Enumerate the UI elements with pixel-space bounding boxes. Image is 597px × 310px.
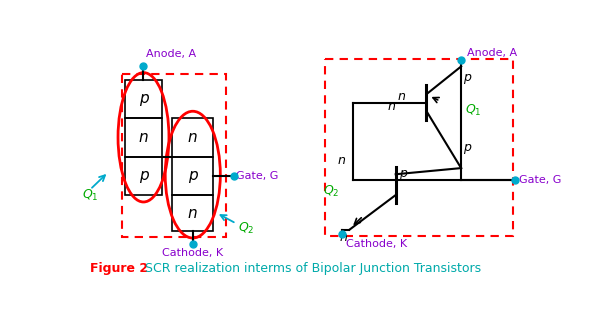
Text: Anode, A: Anode, A (467, 48, 518, 58)
Text: p: p (463, 71, 470, 84)
Text: p: p (188, 168, 198, 183)
Text: Gate, G: Gate, G (519, 175, 561, 185)
Text: Cathode, K: Cathode, K (346, 239, 407, 249)
Text: p: p (463, 141, 470, 154)
Text: n: n (188, 206, 198, 221)
Text: n: n (188, 130, 198, 145)
Text: Gate, G: Gate, G (236, 171, 279, 181)
Text: Cathode, K: Cathode, K (162, 248, 223, 258)
Text: n: n (339, 231, 347, 244)
Text: n: n (388, 100, 396, 113)
Text: p: p (139, 168, 148, 183)
Text: p: p (139, 91, 148, 106)
Text: SCR realization interms of Bipolar Junction Transistors: SCR realization interms of Bipolar Junct… (146, 263, 482, 276)
Text: p: p (399, 167, 407, 180)
Text: $Q_2$: $Q_2$ (323, 184, 340, 199)
Text: $Q_2$: $Q_2$ (238, 221, 254, 236)
Text: Anode, A: Anode, A (146, 49, 196, 59)
Text: Figure 2: Figure 2 (90, 263, 148, 276)
Text: $Q_1$: $Q_1$ (82, 188, 99, 203)
Text: n: n (139, 130, 148, 145)
Text: $Q_1$: $Q_1$ (465, 103, 482, 118)
Text: n: n (338, 154, 346, 167)
Text: n: n (398, 90, 406, 103)
